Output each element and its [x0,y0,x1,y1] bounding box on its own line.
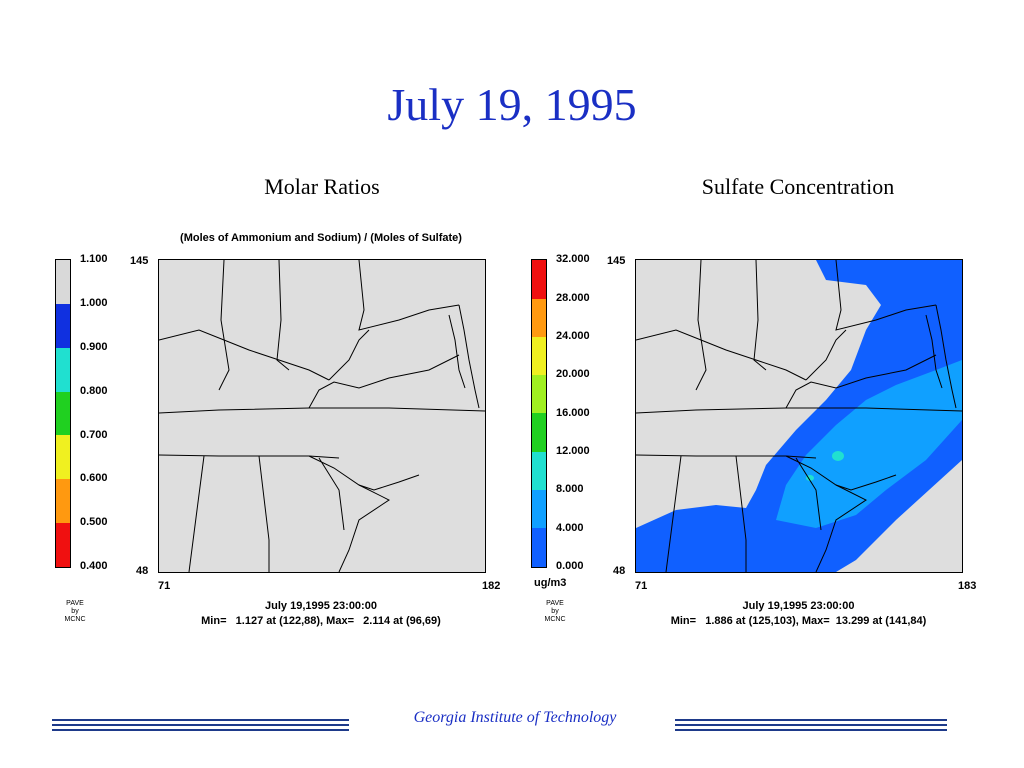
credit-line: PAVE [66,600,84,607]
left-colorbar-label: 0.600 [80,472,108,484]
right-colorbar-label: 4.000 [556,522,584,534]
left-panel-subtitle: (Moles of Ammonium and Sodium) / (Moles … [180,232,462,244]
credit-line: MCNC [64,616,86,623]
right-colorbar-label: 8.000 [556,483,584,495]
right-colorbar-label: 16.000 [556,407,590,419]
left-colorbar-label: 0.400 [80,560,108,572]
right-colorbar-label: 28.000 [556,292,590,304]
left-colorbar-label: 0.700 [80,429,108,441]
left-colorbar-band [56,435,70,479]
right-panel-title: Sulfate Concentration [701,174,895,199]
right-colorbar-band [532,337,546,375]
left-colorbar-label: 1.100 [80,253,108,265]
left-x-right-label: 182 [482,580,501,592]
right-colorbar-label: 0.000 [556,560,584,572]
left-colorbar-label: 1.000 [80,297,108,309]
right-date: July 19,1995 23:00:00 [742,600,855,612]
rule-line [52,729,349,731]
right-colorbar-band [532,260,546,299]
right-x-left-label: 71 [635,580,648,592]
rule-line [52,719,349,721]
left-colorbar-band [56,260,70,304]
left-colorbar-band [56,523,70,567]
credit-line: MCNC [544,616,566,623]
footer-rule-left [52,719,349,731]
right-colorbar-label: 12.000 [556,445,590,457]
footer-rule-right [675,719,947,731]
left-map-borders [158,259,486,573]
left-x-left-label: 71 [158,580,171,592]
rule-line [675,724,947,726]
right-colorbar-band [532,490,546,528]
left-colorbar-label: 0.800 [80,385,108,397]
left-date: July 19,1995 23:00:00 [265,600,377,612]
left-colorbar-band [56,348,70,392]
sulfate-band-12-16-a [832,451,844,461]
left-y-bottom-label: 48 [136,565,149,577]
left-panel-title: Molar Ratios [264,174,380,199]
left-colorbar-band [56,304,70,348]
credit-line: by [71,608,79,615]
right-colorbar-band [532,299,546,337]
right-map-fields [635,259,963,573]
left-y-top-label: 145 [130,255,149,267]
right-credit: PAVE by MCNC [535,600,575,624]
sulfate-band-8-12 [776,360,962,528]
left-colorbar-label: 0.500 [80,516,108,528]
right-minmax: Min= 1.886 at (125,103), Max= 13.299 at … [670,615,927,627]
left-map [158,259,486,573]
right-colorbar-band [532,413,546,452]
right-colorbar-label: 24.000 [556,330,590,342]
right-y-top-label: 145 [607,255,626,267]
right-map [635,259,963,573]
footer-text: Georgia Institute of Technology [413,709,617,726]
right-colorbar-band [532,375,546,413]
rule-line [675,729,947,731]
left-colorbar [55,259,71,568]
rule-line [52,724,349,726]
rule-line [675,719,947,721]
left-colorbar-label: 0.900 [80,341,108,353]
right-colorbar [531,259,547,568]
left-credit: PAVE by MCNC [55,600,95,624]
right-y-bottom-label: 48 [613,565,626,577]
right-colorbar-label: 32.000 [556,253,590,265]
right-x-right-label: 183 [958,580,977,592]
slide-title: July 19, 1995 [387,79,637,130]
left-minmax: Min= 1.127 at (122,88), Max= 2.114 at (9… [201,615,441,627]
right-colorbar-label: 20.000 [556,368,590,380]
left-colorbar-band [56,392,70,435]
right-colorbar-unit: ug/m3 [534,577,567,589]
right-colorbar-band [532,452,546,490]
credit-line: by [551,608,559,615]
left-colorbar-band [56,479,70,523]
credit-line: PAVE [546,600,564,607]
right-colorbar-band [532,528,546,567]
